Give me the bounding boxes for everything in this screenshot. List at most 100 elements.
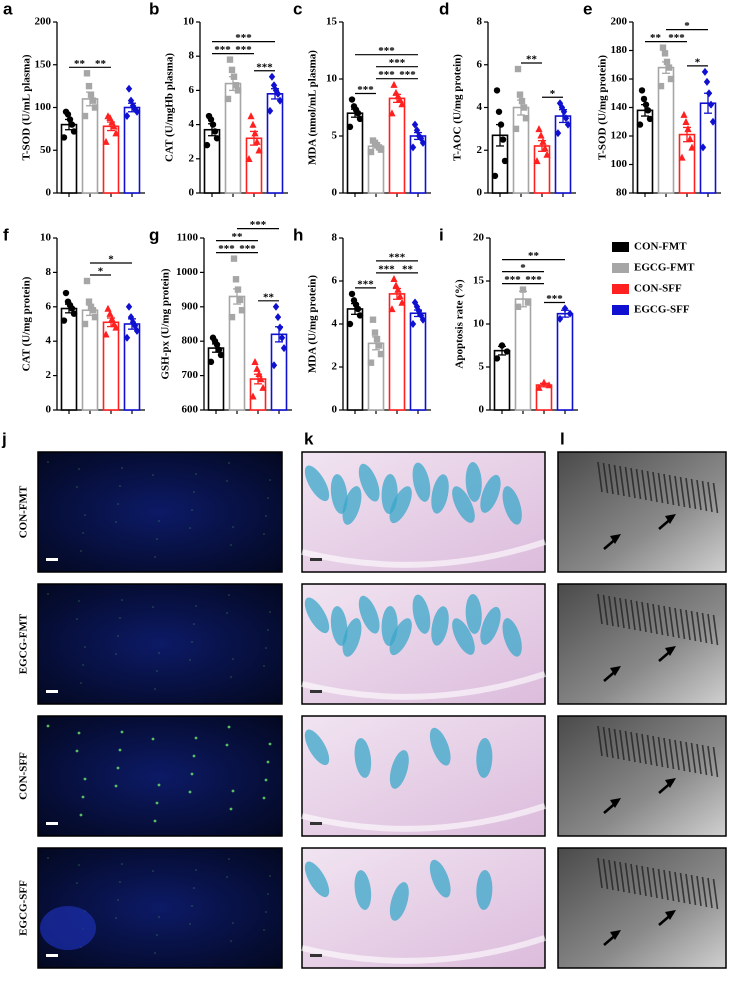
data-point	[533, 157, 541, 165]
data-point	[213, 135, 221, 142]
data-point	[129, 318, 137, 327]
bar	[678, 133, 696, 194]
data-point	[520, 104, 528, 111]
fluorescence-speck	[121, 467, 123, 469]
y-tick-label: 5	[332, 130, 338, 142]
bar	[123, 106, 141, 194]
fluorescence-speck	[188, 790, 192, 794]
fluorescence-speck	[115, 653, 117, 655]
fluorescence-speck	[117, 899, 119, 901]
data-point	[226, 56, 234, 63]
y-tick-label: 2	[46, 369, 52, 381]
fluorescence-speck	[80, 682, 82, 684]
microvillus	[701, 744, 708, 776]
y-tick-label: 120	[611, 130, 628, 142]
data-point	[701, 67, 709, 76]
y-tick-label: 10	[183, 16, 195, 28]
y-tick-label: 100	[611, 158, 628, 170]
microvillus	[657, 868, 664, 900]
data-point	[104, 304, 112, 312]
fluorescence-speck	[154, 688, 156, 690]
data-point	[217, 351, 225, 359]
significance-label: **	[650, 32, 662, 44]
fluorescence-speck	[154, 556, 156, 558]
micrograph	[37, 715, 283, 837]
microvillus	[630, 863, 636, 895]
fluorescence-speck	[75, 749, 79, 753]
fluorescence-speck	[267, 893, 269, 895]
data-point	[224, 95, 232, 103]
data-point	[409, 143, 417, 152]
y-tick-label: 50	[40, 144, 52, 156]
fluorescence-speck	[84, 646, 86, 648]
fluorescence-speck	[265, 647, 267, 649]
fluorescence-speck	[151, 737, 155, 741]
data-point	[249, 392, 257, 400]
tissue-edge	[301, 803, 546, 832]
significance-label: ***	[214, 44, 231, 56]
y-tick-label: 15	[473, 275, 485, 287]
data-point	[562, 114, 570, 123]
data-point	[259, 383, 267, 391]
goblet-region	[452, 618, 475, 655]
data-point	[268, 72, 276, 81]
microvillus	[696, 479, 702, 511]
y-axis-label: MDA (nmol/mL plasma)	[307, 50, 319, 165]
y-tick-label: 2	[332, 361, 338, 373]
fluorescence-speck	[158, 520, 160, 522]
fluorescence-speck	[152, 870, 154, 872]
panel-letter: e	[583, 0, 592, 18]
fluorescence-speck	[269, 611, 271, 613]
data-point	[110, 320, 118, 328]
significance-label: ***	[357, 84, 374, 96]
significance-label: *	[684, 20, 690, 32]
fluorescence-speck	[193, 623, 195, 625]
y-axis-label: CAT (U/mgHb plasma)	[164, 53, 176, 162]
tissue-edge	[301, 935, 546, 964]
fluorescence-speck	[267, 629, 269, 631]
data-point	[682, 117, 690, 125]
significance-label: *	[550, 88, 556, 100]
microvillus	[602, 726, 609, 758]
fluorescence-speck	[194, 736, 198, 740]
y-axis-label: MDA (U/mg protein)	[307, 275, 319, 374]
goblet-region	[480, 606, 501, 645]
data-point	[251, 129, 259, 137]
data-point	[398, 100, 406, 108]
data-point	[255, 146, 263, 154]
panel-letter: j	[1, 429, 7, 448]
goblet-region	[429, 727, 451, 766]
data-point	[60, 134, 68, 141]
y-tick-label: 20	[473, 232, 485, 244]
data-point	[377, 350, 385, 358]
data-point	[646, 115, 654, 123]
microvillus	[608, 463, 614, 495]
y-axis-label: CAT (U/mg protein)	[21, 276, 33, 371]
fluorescence-speck	[228, 594, 230, 596]
data-point	[230, 73, 238, 80]
data-point	[415, 132, 423, 140]
significance-label: **	[526, 54, 538, 66]
data-point	[131, 321, 139, 330]
row-label: EGCG-SFF	[18, 880, 30, 936]
row-label: CON-FMT	[18, 485, 30, 538]
goblet-region	[429, 859, 451, 898]
data-point	[709, 117, 717, 126]
fluorescence-speck	[121, 599, 123, 601]
data-point	[253, 137, 261, 145]
fluorescence-speck	[76, 882, 78, 884]
goblet-region	[389, 618, 412, 656]
y-tick-label: 140	[611, 101, 628, 113]
fluorescence-speck	[265, 515, 267, 517]
goblet-region	[354, 738, 372, 778]
fluorescence-speck	[263, 929, 265, 931]
data-point	[85, 298, 93, 305]
data-point	[519, 286, 527, 293]
scale-bar	[46, 558, 58, 561]
legend-swatch	[612, 263, 629, 273]
y-tick-label: 6	[332, 275, 338, 287]
fluorescence-speck	[156, 934, 158, 936]
data-point	[688, 143, 696, 151]
panel-letter: i	[439, 225, 444, 244]
data-point	[87, 91, 95, 98]
